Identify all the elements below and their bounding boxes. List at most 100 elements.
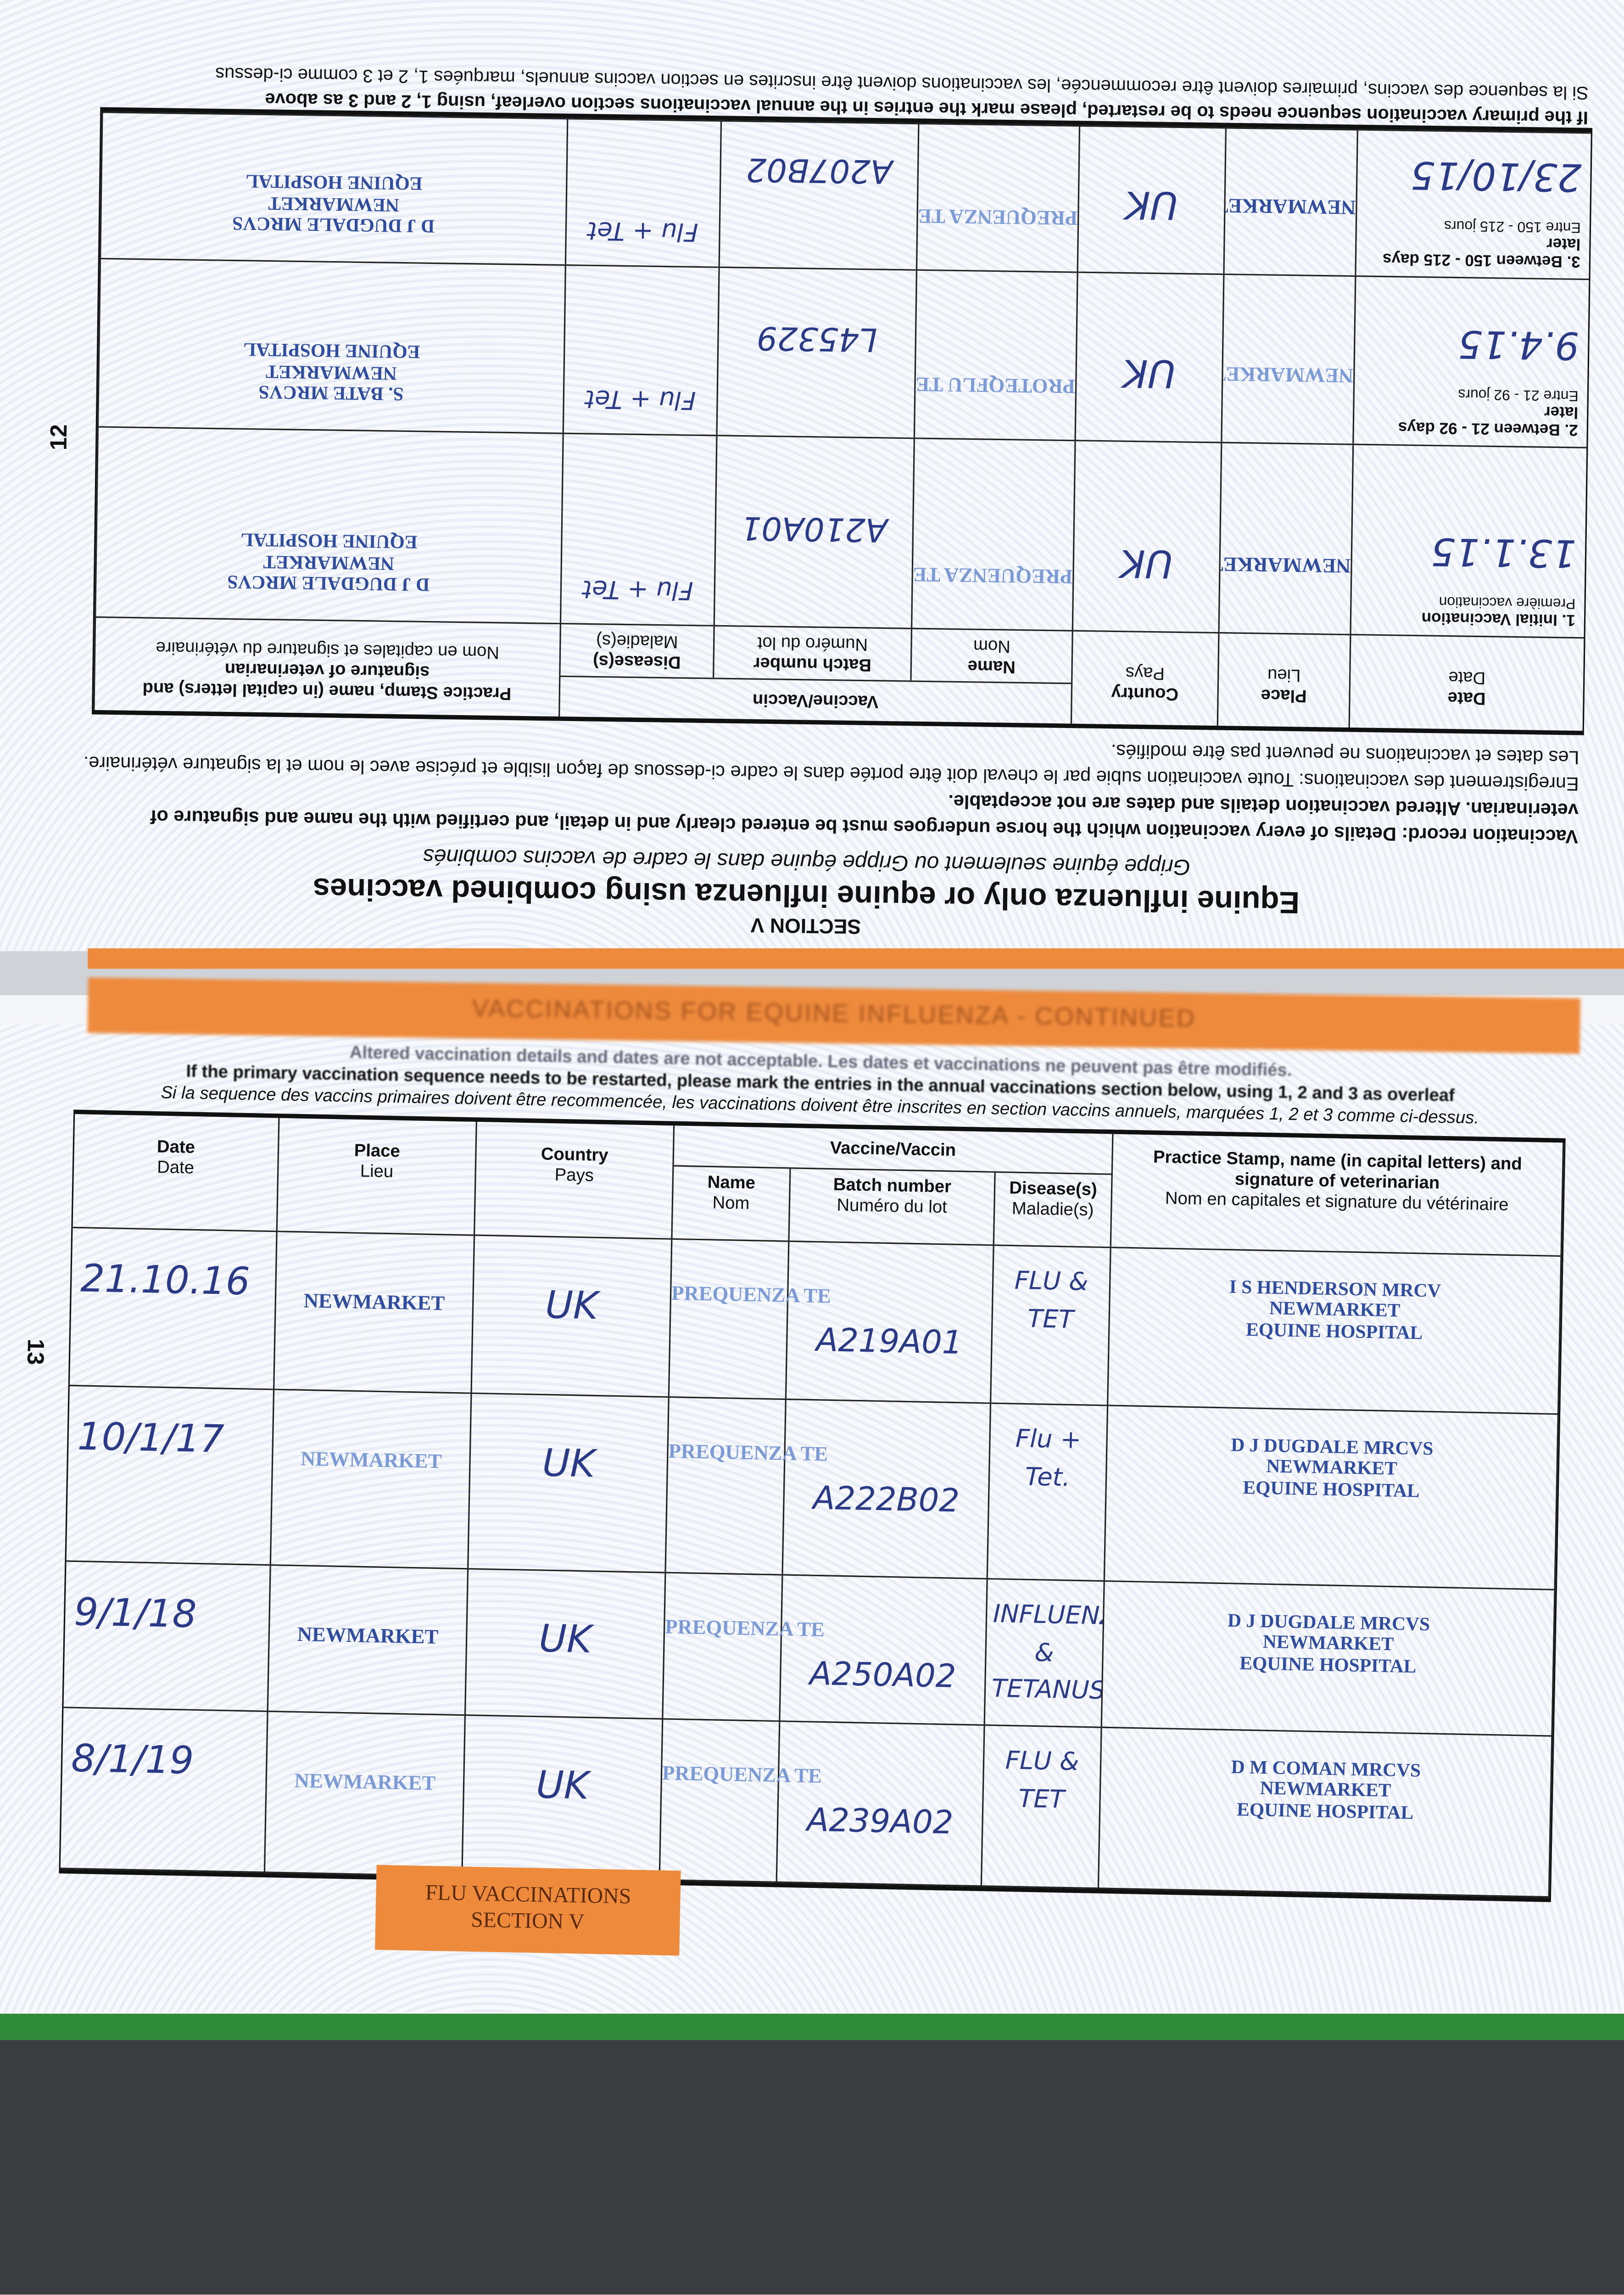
disease-value: Flu + Tet — [587, 215, 699, 246]
place-cell: NEWMARKET — [265, 1712, 466, 1877]
name-cell: PREQUENZA TE — [669, 1239, 832, 1400]
name-cell: PREQUENZA TE — [915, 123, 1079, 272]
country-value: UK — [536, 1764, 590, 1809]
section-tab-label: FLU VACCINATIONS SECTION V — [375, 1864, 681, 1956]
header-place: Place Lieu — [1217, 632, 1350, 728]
page-12-content-upside-down: SECTION V Equine influenza only or equin… — [0, 0, 1624, 970]
date-value: 13.1.15 — [1430, 528, 1577, 574]
batch-number: A210A01 — [741, 508, 888, 547]
header-country-fr: Pays — [554, 1164, 594, 1186]
place-cell: NEWMARKET — [271, 1390, 472, 1570]
name-cell: PROTEQFLU TE — [913, 269, 1077, 440]
header-diseases-en: Disease(s) — [592, 651, 681, 673]
country-value: UK — [538, 1618, 592, 1663]
header-name-en: Name — [967, 656, 1016, 678]
date-cell: 9/1/18 — [63, 1562, 271, 1712]
stamp-cell: D J DUGDALE MRCVS NEWMARKET EQUINE HOSPITA… — [100, 111, 567, 264]
place-cell: NEWMARKET — [274, 1232, 475, 1394]
header-stamp: Practice Stamp, name (in capital letters… — [1111, 1134, 1564, 1257]
batch-cell: A210A01 — [713, 435, 914, 628]
disease-cell: FLU & TET — [991, 1246, 1111, 1406]
batch-cell: A222B02 — [783, 1400, 992, 1580]
header-place-fr: Lieu — [360, 1160, 394, 1182]
stamp-cell: D M COMAN MRCVS NEWMARKET EQUINE HOSPITAL — [1099, 1728, 1553, 1898]
tab-label-line: SECTION V — [470, 1909, 585, 1935]
page-number: 13 — [22, 1338, 47, 1366]
date-cell: 1. Initial Vaccination Première vaccinati… — [1350, 443, 1587, 638]
name-cell: PREQUENZA TE — [911, 437, 1075, 630]
place-stamp: NEWMARKET — [1221, 361, 1354, 386]
page-12: SECTION V Equine influenza only or equin… — [0, 0, 1624, 959]
row-label: 3. Between 150 - 215 days later — [1382, 234, 1581, 270]
disease-cell: Flu + Tet — [564, 118, 720, 267]
disease-cell: Flu + Tet — [559, 432, 716, 625]
batch-number: A239A02 — [806, 1802, 954, 1842]
place-cell: NEWMARKET — [1218, 442, 1353, 634]
country-value: UK — [1125, 181, 1178, 226]
header-country-fr: Pays — [1125, 663, 1165, 684]
header-date-en: Date — [1447, 688, 1486, 709]
vaccine-name-stamp: PREQUENZA TE — [664, 1617, 825, 1642]
header-batch-number-en: Batch number — [753, 653, 872, 676]
country-cell: UK — [1077, 125, 1225, 274]
header-country-en: Country — [1111, 683, 1179, 705]
stamp-cell: S. BATE MRCVS NEWMARKET EQUINE HOSPITAL — [97, 257, 565, 433]
place-stamp: NEWMARKET — [303, 1291, 445, 1316]
place-cell: NEWMARKET — [268, 1566, 469, 1716]
header-country: Country Pays — [475, 1122, 675, 1240]
disease-cell: INFLUENZA & TETANUS — [985, 1579, 1105, 1728]
header-diseases: Disease(s) Maladie(s) — [559, 622, 714, 678]
batch-cell: A219A01 — [786, 1242, 994, 1404]
date-value: 9.4.15 — [1457, 320, 1579, 367]
place-stamp: NEWMARKET — [297, 1624, 439, 1650]
disease-cell: Flu + Tet. — [988, 1404, 1109, 1582]
header-date-fr: Date — [1448, 667, 1486, 688]
header-name-fr: Nom — [712, 1192, 750, 1214]
disease-value: FLU & TET — [1014, 1266, 1089, 1335]
header-name-fr: Nom — [973, 636, 1011, 657]
date-value: 8/1/19 — [71, 1737, 195, 1784]
date-cell: 8/1/19 — [60, 1708, 268, 1873]
header-name: Name Nom — [910, 627, 1072, 683]
header-date: Date Date — [1348, 633, 1584, 731]
batch-number: A250A02 — [809, 1657, 957, 1696]
page-13-content: Altered vaccination details and dates ar… — [0, 1009, 1624, 2028]
header-stamp-en: Practice Stamp, name (in capital letters… — [142, 659, 512, 705]
place-cell: NEWMARKET — [1223, 127, 1357, 275]
date-cell: 21.10.16 — [69, 1228, 278, 1390]
batch-cell: A207B02 — [718, 120, 918, 269]
header-batch-number: Batch number Numéro du lot — [713, 625, 911, 681]
date-value: 9/1/18 — [73, 1591, 197, 1638]
header-vaccine: Vaccine/Vaccin — [558, 675, 1072, 724]
batch-cell: A239A02 — [777, 1722, 985, 1887]
section-banner-page-12 — [88, 948, 1624, 969]
batch-number: A222B02 — [812, 1481, 960, 1521]
vaccine-name-stamp: PREQUENZA TE — [913, 562, 1073, 586]
disease-value: Flu + Tet — [582, 573, 694, 605]
header-diseases-fr: Maladie(s) — [596, 631, 678, 653]
vaccine-name-stamp: PREQUENZA TE — [918, 203, 1078, 228]
country-cell: UK — [463, 1716, 664, 1881]
header-place-fr: Lieu — [1267, 665, 1301, 686]
country-value: UK — [545, 1284, 599, 1329]
name-cell: PREQUENZA TE — [660, 1719, 822, 1883]
header-diseases: Disease(s) Maladie(s) — [994, 1172, 1113, 1248]
disease-value: Flu + Tet. — [1015, 1425, 1082, 1493]
country-value: UK — [1120, 540, 1173, 585]
header-place: Place Lieu — [277, 1118, 477, 1236]
disease-value: Flu + Tet — [585, 383, 696, 414]
row-label: 2. Between 21 - 92 days later — [1398, 402, 1579, 438]
place-stamp: NEWMARKET — [1218, 551, 1351, 576]
header-country: Country Pays — [1070, 630, 1218, 726]
disease-value: FLU & TET — [1005, 1746, 1079, 1815]
country-cell: UK — [466, 1569, 666, 1720]
disease-cell: FLU & TET — [982, 1725, 1102, 1889]
batch-number: A219A01 — [815, 1323, 963, 1363]
name-cell: PREQUENZA TE — [666, 1398, 828, 1576]
header-stamp: Practice Stamp, name (in capital letters… — [93, 616, 560, 716]
annual-vaccination-table: Date Date Place Lieu Country Pays Vaccine/Vacc… — [59, 1109, 1566, 1902]
batch-cell: A250A02 — [780, 1575, 988, 1726]
vaccine-name-stamp: PREQUENZA TE — [671, 1283, 832, 1309]
scanner-background — [0, 2040, 1624, 2295]
